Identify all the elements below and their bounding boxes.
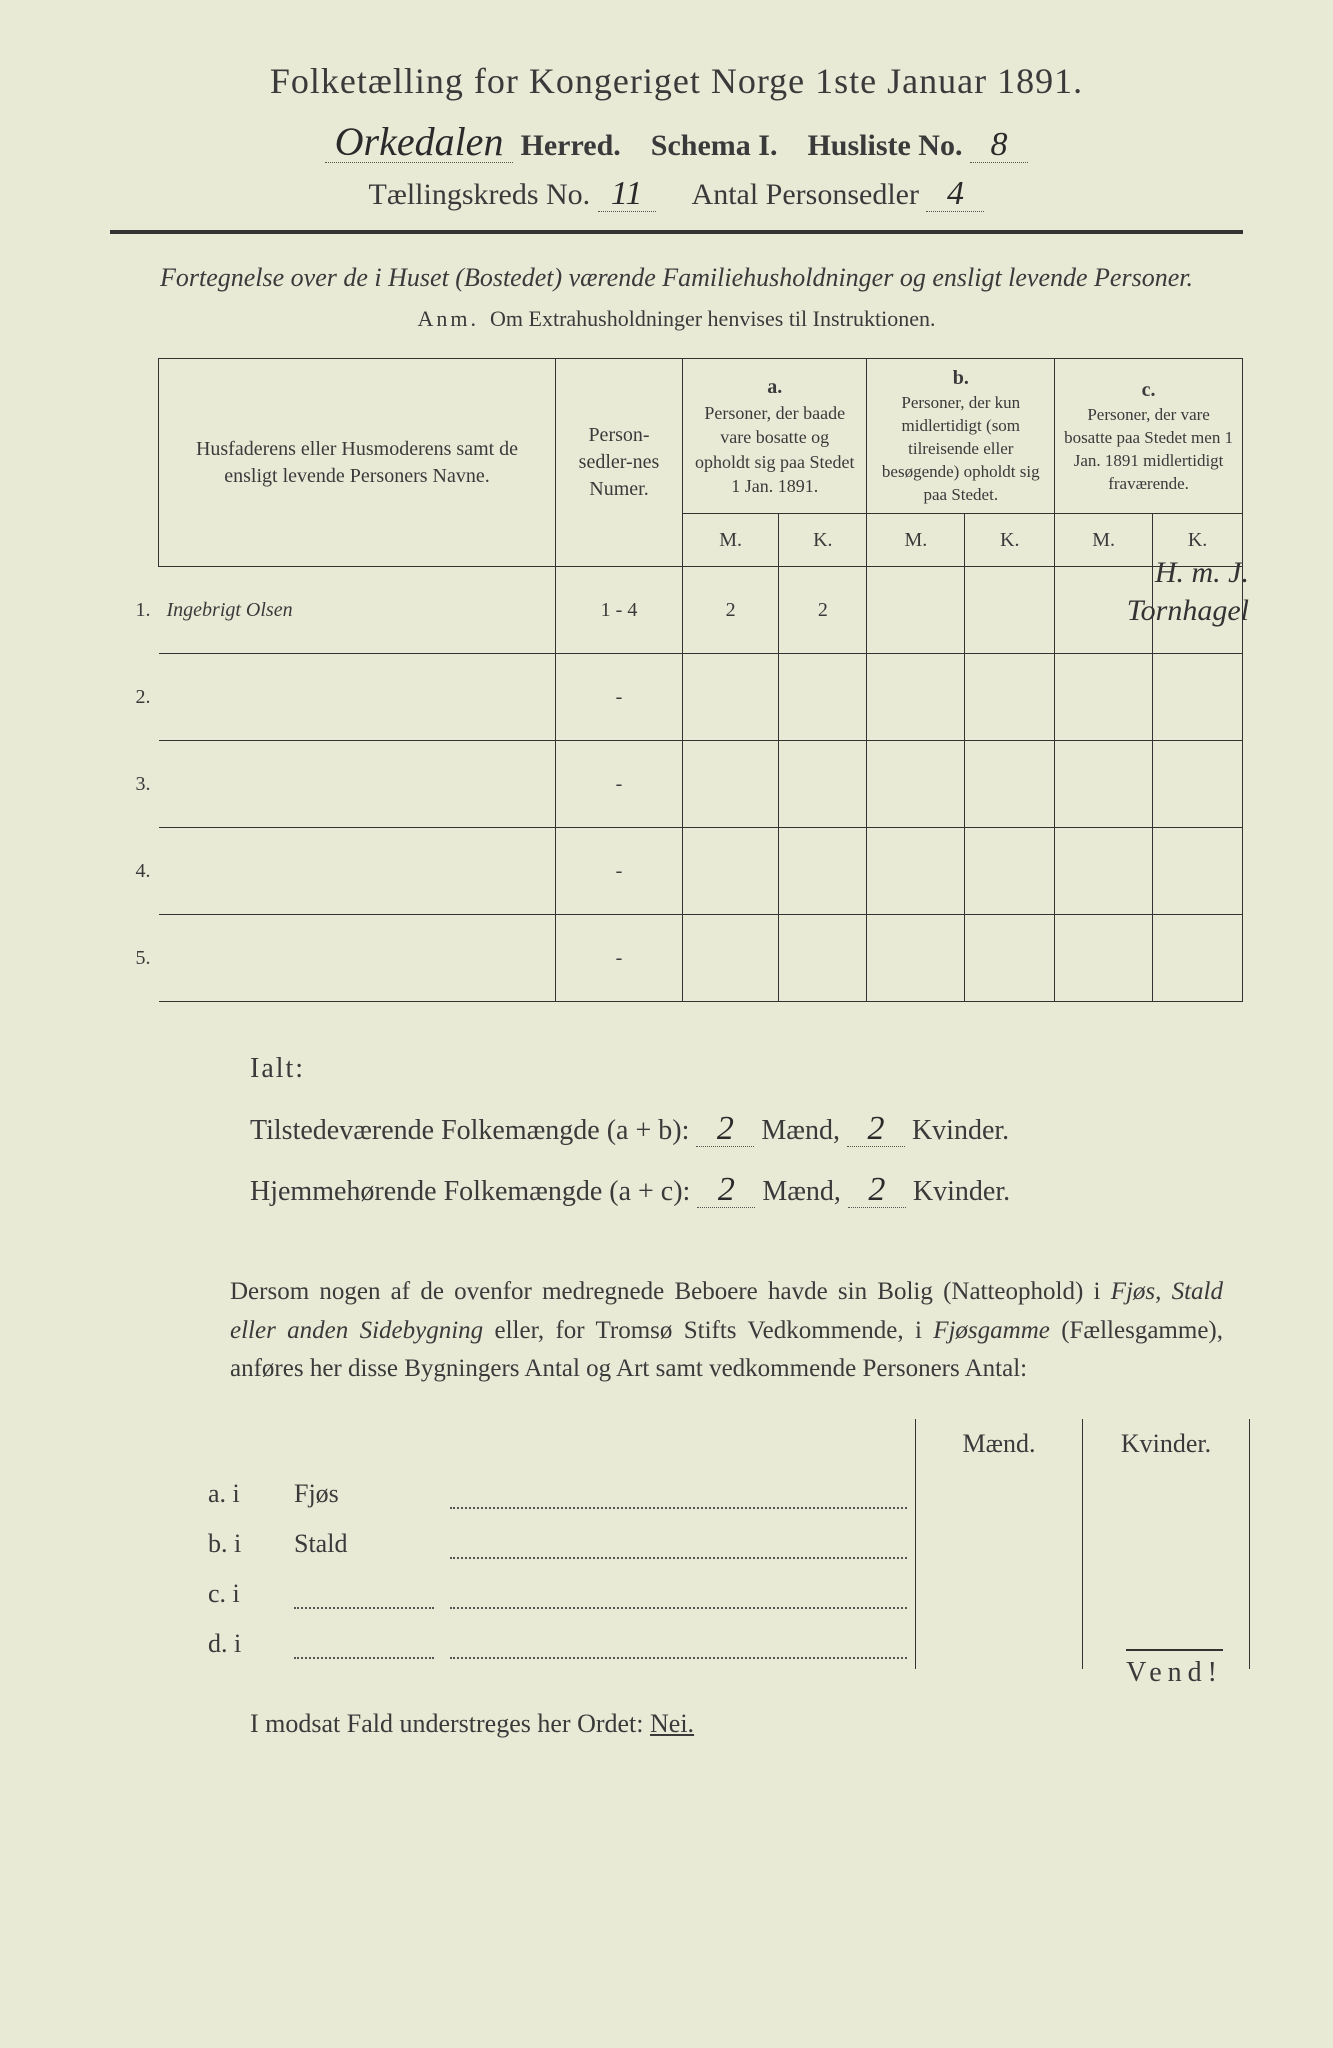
- paragraph: Dersom nogen af de ovenfor medregnede Be…: [230, 1273, 1223, 1389]
- side-row: c. i: [200, 1569, 1250, 1619]
- hjemme-k: 2: [848, 1173, 906, 1208]
- col-a-m: M.: [683, 514, 779, 567]
- table-row: 3. -: [110, 741, 1243, 828]
- tilstede-k: 2: [847, 1112, 905, 1147]
- side-table: Mænd. Kvinder. a. i Fjøs b. i Stald c. i…: [200, 1419, 1250, 1669]
- schema-label: Schema I.: [651, 129, 778, 162]
- kvinder-label: Kvinder.: [912, 1115, 1009, 1146]
- side-row: d. i: [200, 1619, 1250, 1669]
- herred-value: Orkedalen: [325, 122, 513, 163]
- anm-text: Om Extrahusholdninger henvises til Instr…: [490, 306, 935, 331]
- tilstede-label: Tilstedeværende Folkemængde (a + b):: [250, 1115, 689, 1146]
- page-title: Folketælling for Kongeriget Norge 1ste J…: [110, 60, 1243, 102]
- anm-label: Anm.: [418, 306, 480, 331]
- col-numer: Person-sedler-nes Numer.: [556, 359, 683, 567]
- side-row: b. i Stald: [200, 1519, 1250, 1569]
- col-a-k: K.: [779, 514, 867, 567]
- maend-label: Mænd,: [762, 1176, 841, 1207]
- kvinder-label: Kvinder.: [913, 1176, 1010, 1207]
- col-b-m: M.: [867, 514, 965, 567]
- vend-label: Vend!: [1126, 1649, 1223, 1689]
- maend-label: Mænd,: [761, 1115, 840, 1146]
- hjemme-label: Hjemmehørende Folkemængde (a + c):: [250, 1176, 690, 1207]
- table-row: 2. -: [110, 654, 1243, 741]
- col-a: a. Personer, der baade vare bosatte og o…: [683, 359, 867, 514]
- nei-word: Nei.: [650, 1709, 694, 1738]
- husliste-label: Husliste No.: [807, 129, 962, 162]
- table-row: 1. Ingebrigt Olsen 1 - 4 2 2: [110, 567, 1243, 654]
- table-row: 4. -: [110, 828, 1243, 915]
- divider: [110, 230, 1243, 234]
- margin-note-1: H. m. J.: [1155, 556, 1249, 590]
- ialt-label: Ialt:: [250, 1038, 1213, 1100]
- side-kvinder: Kvinder.: [1083, 1419, 1250, 1469]
- col-b-k: K.: [965, 514, 1055, 567]
- antal-label: Antal Personsedler: [692, 178, 919, 211]
- subtitle: Fortegnelse over de i Huset (Bostedet) v…: [150, 260, 1203, 296]
- kreds-value: 11: [598, 177, 656, 212]
- anm-line: Anm. Om Extrahusholdninger henvises til …: [110, 306, 1243, 332]
- margin-note-2: Tornhagel: [1127, 594, 1249, 628]
- herred-label: Herred.: [521, 129, 621, 162]
- col-c: c. Personer, der vare bosatte paa Stedet…: [1055, 359, 1243, 514]
- header-line-2: Tællingskreds No. 11 Antal Personsedler …: [110, 177, 1243, 212]
- side-row: a. i Fjøs: [200, 1469, 1250, 1519]
- col-b: b. Personer, der kun midlertidigt (som t…: [867, 359, 1055, 514]
- nei-line: I modsat Fald understreges her Ordet: Ne…: [250, 1709, 1243, 1739]
- kreds-label: Tællingskreds No.: [369, 178, 591, 211]
- col-names: Husfaderens eller Husmoderens samt de en…: [159, 359, 556, 567]
- side-maend: Mænd.: [916, 1419, 1083, 1469]
- tilstede-m: 2: [696, 1112, 754, 1147]
- col-c-m: M.: [1055, 514, 1153, 567]
- main-table: Husfaderens eller Husmoderens samt de en…: [110, 358, 1243, 1002]
- husliste-value: 8: [970, 128, 1028, 163]
- antal-value: 4: [926, 177, 984, 212]
- table-row: 5. -: [110, 915, 1243, 1002]
- header-line-1: Orkedalen Herred. Schema I. Husliste No.…: [110, 122, 1243, 163]
- hjemme-m: 2: [697, 1173, 755, 1208]
- totals-block: Ialt: Tilstedeværende Folkemængde (a + b…: [250, 1038, 1213, 1223]
